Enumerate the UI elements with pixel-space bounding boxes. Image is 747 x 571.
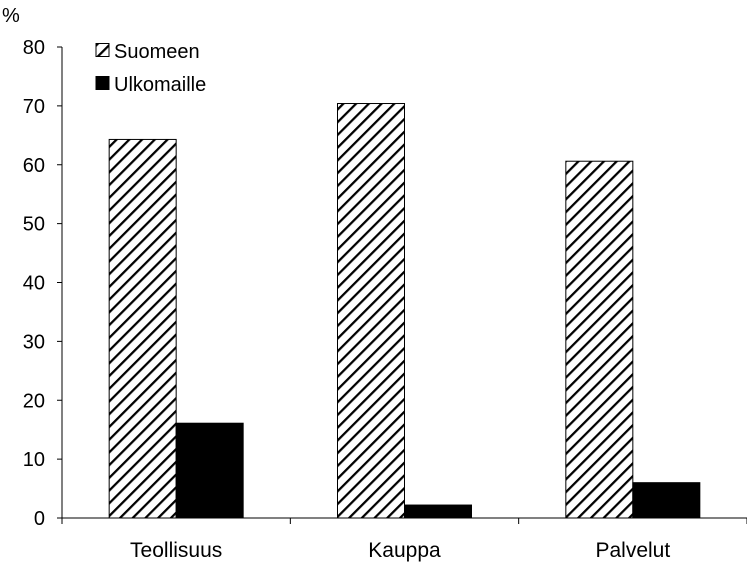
legend-swatch-ulkomaille [96, 77, 109, 90]
x-tick-label-palvelut: Palvelut [595, 539, 670, 562]
legend-swatch-suomeen [96, 44, 109, 57]
bars-layer [109, 104, 700, 518]
bar-suomeen-teollisuus [109, 139, 176, 518]
y-tick-label: 10 [23, 449, 45, 471]
bar-suomeen-palvelut [566, 161, 633, 518]
y-tick-label: 30 [23, 331, 45, 353]
y-tick-label: 40 [23, 273, 45, 295]
bar-suomeen-kauppa [338, 104, 405, 518]
legend-label-ulkomaille: Ulkomaille [114, 74, 206, 96]
y-tick-label: 60 [23, 155, 45, 177]
bar-ulkomaille-palvelut [633, 483, 700, 518]
y-tick-label: 0 [34, 508, 45, 530]
x-tick-label-teollisuus: Teollisuus [130, 539, 222, 562]
y-tick-label: 50 [23, 214, 45, 236]
y-tick-label: 80 [23, 37, 45, 59]
x-tick-label-kauppa: Kauppa [368, 539, 441, 562]
bar-ulkomaille-teollisuus [176, 423, 243, 518]
y-tick-label: 70 [23, 96, 45, 118]
bar-ulkomaille-kauppa [405, 505, 472, 518]
y-tick-label: 20 [23, 390, 45, 412]
y-axis-label: % [2, 5, 20, 27]
legend-label-suomeen: Suomeen [114, 41, 200, 63]
legend: Suomeen Ulkomaille [96, 41, 206, 96]
